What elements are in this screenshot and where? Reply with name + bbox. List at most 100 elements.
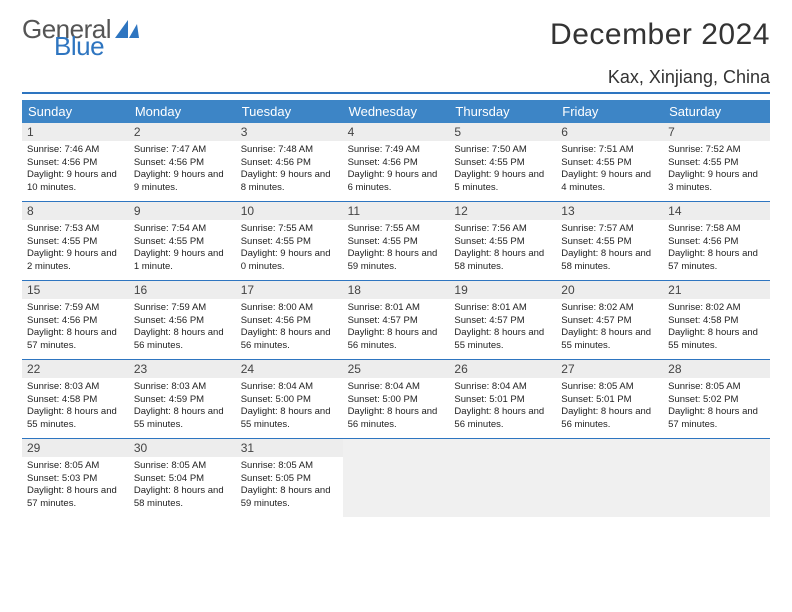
sunset-text: Sunset: 4:55 PM <box>561 157 658 170</box>
day-cell: 4Sunrise: 7:49 AMSunset: 4:56 PMDaylight… <box>343 123 450 201</box>
day-number: 16 <box>129 281 236 299</box>
sunrise-text: Sunrise: 7:49 AM <box>348 144 445 157</box>
daylight-text: Daylight: 9 hours and 2 minutes. <box>27 248 124 274</box>
day-cell: 3Sunrise: 7:48 AMSunset: 4:56 PMDaylight… <box>236 123 343 201</box>
day-number: 12 <box>449 202 556 220</box>
day-number: 26 <box>449 360 556 378</box>
daylight-text: Daylight: 9 hours and 3 minutes. <box>668 169 765 195</box>
day-cell: 12Sunrise: 7:56 AMSunset: 4:55 PMDayligh… <box>449 202 556 280</box>
daylight-text: Daylight: 8 hours and 56 minutes. <box>561 406 658 432</box>
sunrise-text: Sunrise: 7:55 AM <box>241 223 338 236</box>
title-block: December 2024 <box>550 18 770 52</box>
sunrise-text: Sunrise: 7:54 AM <box>134 223 231 236</box>
sunset-text: Sunset: 5:03 PM <box>27 473 124 486</box>
day-cell: 17Sunrise: 8:00 AMSunset: 4:56 PMDayligh… <box>236 281 343 359</box>
daylight-text: Daylight: 9 hours and 10 minutes. <box>27 169 124 195</box>
day-number: 20 <box>556 281 663 299</box>
day-cell <box>663 439 770 517</box>
day-body: Sunrise: 7:55 AMSunset: 4:55 PMDaylight:… <box>236 220 343 279</box>
day-cell: 15Sunrise: 7:59 AMSunset: 4:56 PMDayligh… <box>22 281 129 359</box>
day-number: 14 <box>663 202 770 220</box>
sunrise-text: Sunrise: 8:04 AM <box>241 381 338 394</box>
sunrise-text: Sunrise: 7:55 AM <box>348 223 445 236</box>
sunset-text: Sunset: 5:01 PM <box>454 394 551 407</box>
daylight-text: Daylight: 9 hours and 1 minute. <box>134 248 231 274</box>
sunrise-text: Sunrise: 8:05 AM <box>27 460 124 473</box>
day-header: Tuesday <box>236 100 343 123</box>
sunset-text: Sunset: 4:56 PM <box>27 157 124 170</box>
day-cell: 21Sunrise: 8:02 AMSunset: 4:58 PMDayligh… <box>663 281 770 359</box>
day-cell: 30Sunrise: 8:05 AMSunset: 5:04 PMDayligh… <box>129 439 236 517</box>
day-body: Sunrise: 8:03 AMSunset: 4:59 PMDaylight:… <box>129 378 236 437</box>
day-body: Sunrise: 7:52 AMSunset: 4:55 PMDaylight:… <box>663 141 770 200</box>
sunset-text: Sunset: 4:56 PM <box>241 315 338 328</box>
day-header: Wednesday <box>343 100 450 123</box>
day-cell: 5Sunrise: 7:50 AMSunset: 4:55 PMDaylight… <box>449 123 556 201</box>
day-body: Sunrise: 8:04 AMSunset: 5:01 PMDaylight:… <box>449 378 556 437</box>
day-header-row: Sunday Monday Tuesday Wednesday Thursday… <box>22 100 770 123</box>
sunset-text: Sunset: 4:58 PM <box>668 315 765 328</box>
page-title: December 2024 <box>550 18 770 52</box>
sunrise-text: Sunrise: 8:05 AM <box>134 460 231 473</box>
day-number: 8 <box>22 202 129 220</box>
day-number: 22 <box>22 360 129 378</box>
daylight-text: Daylight: 8 hours and 56 minutes. <box>241 327 338 353</box>
daylight-text: Daylight: 9 hours and 5 minutes. <box>454 169 551 195</box>
daylight-text: Daylight: 8 hours and 57 minutes. <box>668 406 765 432</box>
day-cell: 31Sunrise: 8:05 AMSunset: 5:05 PMDayligh… <box>236 439 343 517</box>
weeks-container: 1Sunrise: 7:46 AMSunset: 4:56 PMDaylight… <box>22 123 770 517</box>
day-number: 9 <box>129 202 236 220</box>
day-number: 3 <box>236 123 343 141</box>
day-cell: 29Sunrise: 8:05 AMSunset: 5:03 PMDayligh… <box>22 439 129 517</box>
day-number: 28 <box>663 360 770 378</box>
day-body: Sunrise: 8:04 AMSunset: 5:00 PMDaylight:… <box>236 378 343 437</box>
day-cell: 20Sunrise: 8:02 AMSunset: 4:57 PMDayligh… <box>556 281 663 359</box>
subtitle-bar: Kax, Xinjiang, China <box>22 67 770 94</box>
day-number <box>449 439 556 457</box>
day-number: 19 <box>449 281 556 299</box>
day-number: 21 <box>663 281 770 299</box>
sunset-text: Sunset: 4:56 PM <box>241 157 338 170</box>
day-cell: 24Sunrise: 8:04 AMSunset: 5:00 PMDayligh… <box>236 360 343 438</box>
day-cell: 14Sunrise: 7:58 AMSunset: 4:56 PMDayligh… <box>663 202 770 280</box>
daylight-text: Daylight: 8 hours and 58 minutes. <box>134 485 231 511</box>
sunrise-text: Sunrise: 7:56 AM <box>454 223 551 236</box>
sunrise-text: Sunrise: 8:03 AM <box>27 381 124 394</box>
day-cell: 18Sunrise: 8:01 AMSunset: 4:57 PMDayligh… <box>343 281 450 359</box>
daylight-text: Daylight: 8 hours and 56 minutes. <box>454 406 551 432</box>
daylight-text: Daylight: 8 hours and 56 minutes. <box>134 327 231 353</box>
sunset-text: Sunset: 4:58 PM <box>27 394 124 407</box>
day-number: 10 <box>236 202 343 220</box>
sunset-text: Sunset: 5:04 PM <box>134 473 231 486</box>
sunset-text: Sunset: 4:56 PM <box>668 236 765 249</box>
day-header: Thursday <box>449 100 556 123</box>
sunset-text: Sunset: 4:55 PM <box>27 236 124 249</box>
subtitle: Kax, Xinjiang, China <box>608 67 770 87</box>
day-number: 18 <box>343 281 450 299</box>
sunset-text: Sunset: 4:55 PM <box>668 157 765 170</box>
day-header: Friday <box>556 100 663 123</box>
day-cell: 25Sunrise: 8:04 AMSunset: 5:00 PMDayligh… <box>343 360 450 438</box>
day-cell: 23Sunrise: 8:03 AMSunset: 4:59 PMDayligh… <box>129 360 236 438</box>
day-body: Sunrise: 7:59 AMSunset: 4:56 PMDaylight:… <box>129 299 236 358</box>
daylight-text: Daylight: 8 hours and 55 minutes. <box>668 327 765 353</box>
day-number <box>343 439 450 457</box>
day-cell: 2Sunrise: 7:47 AMSunset: 4:56 PMDaylight… <box>129 123 236 201</box>
day-cell <box>343 439 450 517</box>
sunrise-text: Sunrise: 7:51 AM <box>561 144 658 157</box>
day-body: Sunrise: 8:01 AMSunset: 4:57 PMDaylight:… <box>449 299 556 358</box>
week-row: 22Sunrise: 8:03 AMSunset: 4:58 PMDayligh… <box>22 360 770 439</box>
daylight-text: Daylight: 8 hours and 57 minutes. <box>27 327 124 353</box>
day-header: Saturday <box>663 100 770 123</box>
day-number: 29 <box>22 439 129 457</box>
day-body: Sunrise: 8:02 AMSunset: 4:57 PMDaylight:… <box>556 299 663 358</box>
daylight-text: Daylight: 8 hours and 55 minutes. <box>27 406 124 432</box>
sunrise-text: Sunrise: 7:59 AM <box>27 302 124 315</box>
daylight-text: Daylight: 8 hours and 58 minutes. <box>561 248 658 274</box>
daylight-text: Daylight: 8 hours and 59 minutes. <box>348 248 445 274</box>
day-cell: 19Sunrise: 8:01 AMSunset: 4:57 PMDayligh… <box>449 281 556 359</box>
sunset-text: Sunset: 4:55 PM <box>454 157 551 170</box>
day-body: Sunrise: 8:02 AMSunset: 4:58 PMDaylight:… <box>663 299 770 358</box>
day-number: 13 <box>556 202 663 220</box>
day-cell: 1Sunrise: 7:46 AMSunset: 4:56 PMDaylight… <box>22 123 129 201</box>
